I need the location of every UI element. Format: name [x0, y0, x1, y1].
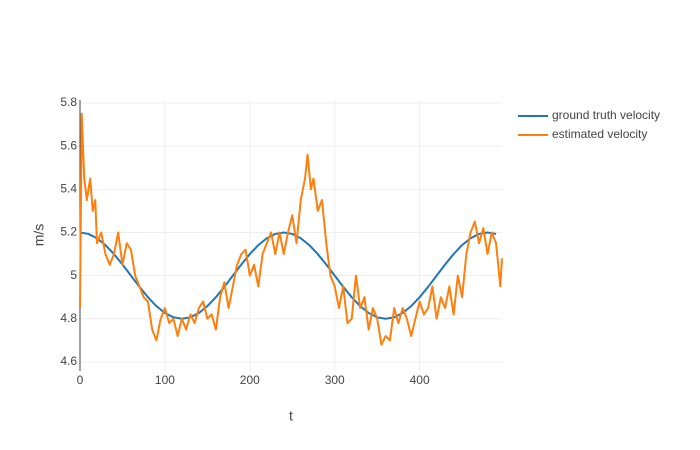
y-tick-label: 5: [70, 268, 77, 282]
legend-label: ground truth velocity: [552, 108, 660, 122]
x-axis-title: t: [289, 408, 293, 424]
y-tick-label: 5.4: [60, 181, 77, 195]
y-tick-label: 4.6: [60, 354, 77, 368]
y-tick-label: 5.8: [60, 95, 77, 109]
y-axis-title: m/s: [31, 224, 47, 247]
y-tick-label: 5.6: [60, 138, 77, 152]
line-series: [79, 112, 503, 346]
x-tick-label: 100: [155, 373, 175, 387]
y-tick-label: 5.2: [60, 225, 77, 239]
y-tick-label: 4.8: [60, 311, 77, 325]
x-tick-label: 0: [77, 373, 84, 387]
x-tick-label: 400: [410, 373, 430, 387]
x-tick-label: 200: [240, 373, 260, 387]
x-tick-label: 300: [325, 373, 345, 387]
legend-label: estimated velocity: [552, 127, 647, 141]
